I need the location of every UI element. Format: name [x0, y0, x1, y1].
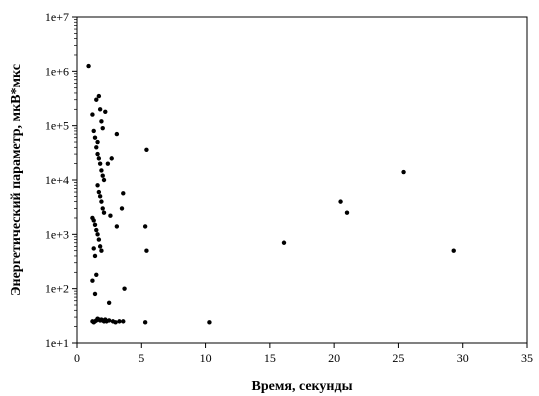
data-point [94, 145, 99, 150]
data-point [91, 128, 96, 134]
x-tick-label: 25 [392, 351, 404, 365]
data-point [94, 227, 99, 233]
x-tick-label: 30 [457, 351, 469, 365]
data-point [207, 320, 212, 325]
plot-area-frame [76, 16, 528, 344]
y-tick-label: 1e+6 [45, 64, 69, 78]
data-point [86, 63, 91, 69]
x-tick-label: 35 [521, 351, 533, 365]
data-point [344, 210, 350, 215]
data-point [113, 320, 118, 325]
data-point [90, 319, 95, 324]
data-point [95, 183, 100, 188]
data-point [100, 125, 105, 131]
data-point [95, 151, 100, 157]
data-point [142, 224, 148, 229]
data-point [99, 248, 104, 253]
y-tick-label: 1e+2 [45, 282, 69, 296]
data-point [119, 206, 125, 211]
data-point [91, 218, 96, 223]
x-tick-label: 20 [328, 351, 340, 365]
data-point [100, 206, 105, 211]
data-point [95, 232, 100, 237]
data-point [92, 135, 98, 140]
data-point [114, 224, 120, 229]
data-point [96, 156, 102, 161]
data-point [95, 139, 100, 145]
data-point [108, 213, 113, 218]
y-tick-label: 1e+5 [45, 119, 69, 133]
y-tick-label: 1e+4 [45, 173, 69, 187]
data-point [105, 161, 111, 166]
data-point [100, 173, 105, 178]
x-tick-label: 15 [264, 351, 276, 365]
data-point [97, 161, 103, 166]
data-point [106, 318, 112, 323]
data-point [121, 191, 126, 196]
data-point [99, 119, 104, 124]
data-point [96, 189, 102, 195]
data-point [101, 210, 107, 215]
x-axis-label: Время, секунды [252, 379, 353, 394]
data-point [103, 109, 108, 114]
data-point [97, 107, 103, 112]
ticks: 0 5 10 15 20 25 30 35 1e+1 1e+2 1e+3 1e+4 1e+5 1e+6 1e… [45, 10, 533, 365]
data-point [94, 97, 99, 102]
data-point [94, 272, 99, 277]
data-point [338, 199, 343, 204]
y-tick-label: 1e+7 [45, 10, 69, 24]
data-point [99, 317, 104, 322]
data-point [92, 291, 98, 297]
data-point [92, 222, 98, 227]
data-point [92, 253, 98, 259]
data-point [121, 319, 126, 324]
x-tick-label: 0 [74, 351, 80, 365]
data-point [451, 248, 456, 253]
data-point [109, 156, 114, 161]
data-point [142, 320, 148, 325]
data-point [90, 112, 95, 117]
data-points [86, 63, 456, 325]
data-point [97, 244, 103, 249]
data-point [106, 300, 112, 305]
data-point [91, 246, 96, 251]
y-axis-label: Энергетический параметр, мкВ*мкс [9, 64, 24, 296]
x-tick-label: 5 [138, 351, 144, 365]
axes [76, 16, 528, 344]
data-point [99, 199, 104, 204]
data-point [117, 319, 122, 324]
data-point [114, 131, 120, 137]
data-point [281, 240, 287, 245]
x-tick-label: 10 [200, 351, 212, 365]
data-point [401, 169, 406, 175]
y-tick-label: 1e+1 [45, 336, 69, 350]
data-point [90, 278, 95, 283]
data-point [96, 93, 102, 99]
data-point [144, 248, 149, 253]
data-point [101, 177, 107, 183]
data-point [144, 147, 149, 152]
data-point [97, 194, 103, 199]
data-point [99, 168, 104, 173]
data-point [96, 237, 102, 242]
data-point [122, 286, 127, 291]
y-tick-label: 1e+3 [45, 227, 69, 241]
